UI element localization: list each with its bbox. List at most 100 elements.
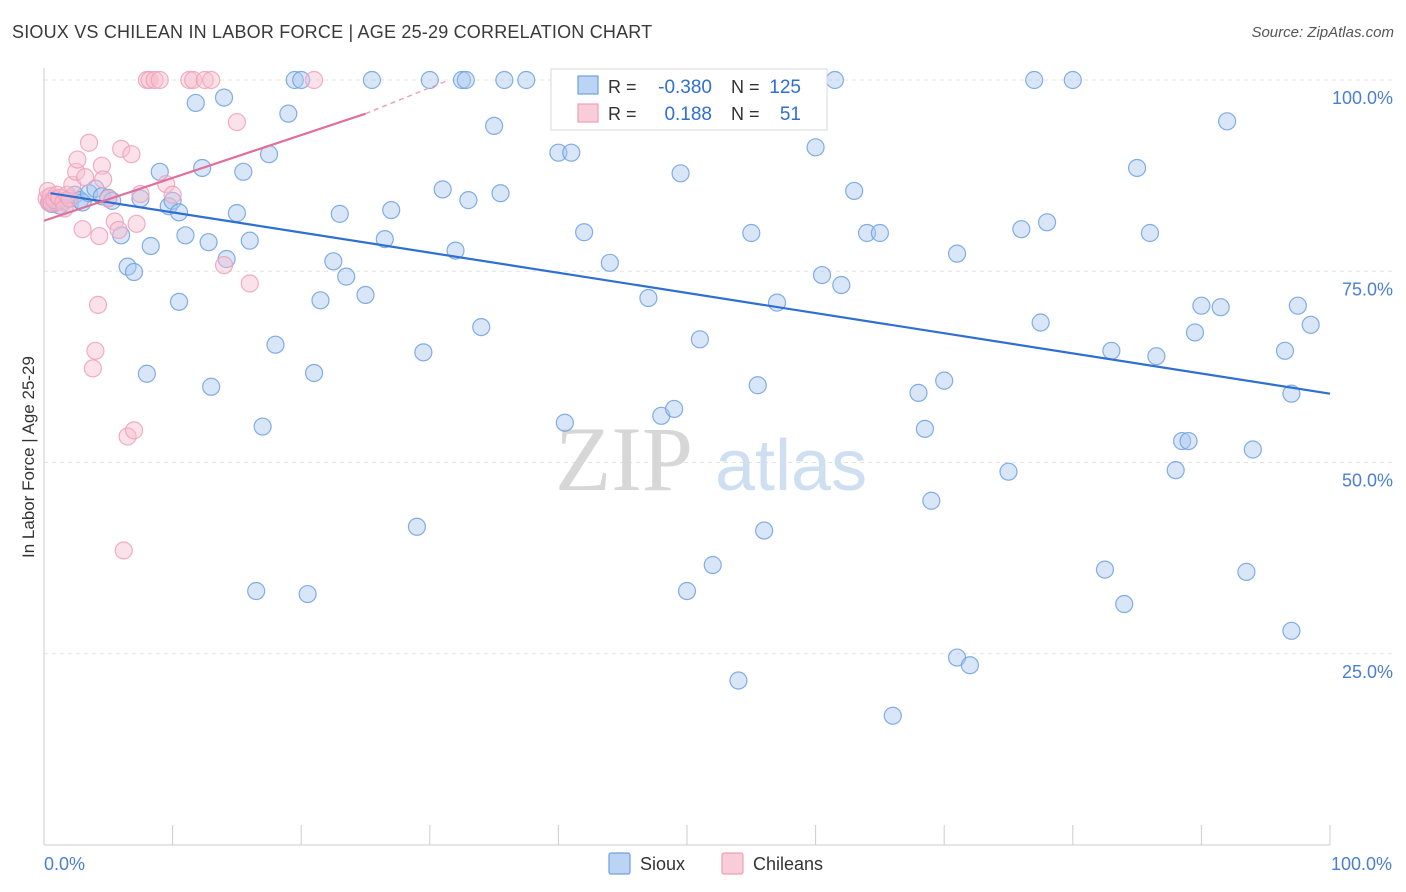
chileans-point-20	[88, 295, 108, 315]
sioux-point-38	[253, 417, 272, 436]
chileans-point-44	[214, 256, 234, 275]
chileans-point-19	[86, 341, 105, 360]
sioux-point-40	[266, 335, 285, 354]
watermark-atlas: atlas	[715, 426, 867, 506]
sioux-point-70	[575, 223, 594, 242]
sioux-point-90	[857, 223, 877, 243]
sioux-point-55	[414, 343, 433, 362]
chileans-point-23	[94, 170, 113, 189]
sioux-point-99	[960, 656, 980, 675]
stats-n-label-sioux: N =	[731, 77, 760, 97]
sioux-point-42	[285, 70, 304, 90]
y-axis-label: In Labor Force | Age 25-29	[19, 356, 38, 558]
sioux-point-85	[806, 138, 825, 157]
sioux-point-56	[420, 70, 439, 90]
sioux-point-94	[915, 419, 935, 438]
chileans-point-17	[79, 133, 99, 152]
sioux-point-120	[1243, 440, 1262, 459]
y-tick-label-1: 50.0%	[1342, 471, 1393, 491]
series-sioux-points	[40, 70, 1320, 725]
sioux-point-71	[600, 253, 619, 272]
sioux-point-52	[375, 230, 394, 249]
stats-legend: R = -0.380 N = 125 R = 0.188 N = 51	[550, 68, 828, 131]
sioux-point-34	[227, 204, 246, 223]
sioux-point-28	[186, 93, 205, 113]
sioux-point-80	[742, 223, 761, 243]
chileans-point-46	[240, 274, 259, 293]
sioux-point-26	[169, 292, 189, 311]
sioux-point-119	[1237, 562, 1256, 581]
chileans-trend-line-extension	[365, 79, 450, 115]
legend-label-chileans: Chileans	[753, 854, 823, 874]
chileans-point-36	[145, 70, 164, 90]
sioux-point-107	[1102, 341, 1121, 360]
chileans-point-32	[127, 214, 146, 233]
sioux-point-125	[1301, 315, 1320, 334]
sioux-point-47	[324, 252, 343, 271]
stats-r-label-chileans: R =	[608, 104, 637, 124]
sioux-point-18	[124, 262, 144, 282]
sioux-point-20	[137, 364, 156, 383]
sioux-point-76	[677, 581, 697, 601]
chileans-point-14	[68, 150, 87, 169]
sioux-point-93	[909, 383, 928, 402]
sioux-point-48	[330, 204, 349, 223]
sioux-point-43	[292, 70, 311, 90]
sioux-point-35	[234, 162, 253, 181]
sioux-point-105	[1063, 70, 1082, 90]
sioux-point-86	[812, 265, 832, 285]
sioux-point-64	[491, 184, 510, 203]
chileans-point-39	[163, 185, 182, 204]
sioux-point-62	[472, 317, 491, 337]
grid-lines	[44, 79, 1392, 655]
sioux-point-32	[214, 88, 234, 107]
sioux-point-89	[845, 181, 864, 201]
sioux-point-61	[459, 191, 478, 210]
watermark-zip: ZIP	[555, 408, 693, 510]
sioux-point-101	[1012, 220, 1031, 239]
chileans-point-15	[73, 220, 92, 239]
sioux-point-88	[832, 275, 851, 295]
stats-legend-swatch-sioux	[577, 75, 599, 95]
trend-lines	[43, 79, 1331, 395]
chileans-point-47	[304, 70, 324, 90]
sioux-point-122	[1282, 384, 1301, 403]
sioux-point-50	[356, 285, 375, 305]
stats-n-label-chileans: N =	[731, 104, 760, 124]
sioux-point-87	[825, 70, 844, 90]
sioux-point-82	[755, 521, 774, 540]
sioux-point-91	[870, 223, 890, 243]
axes	[43, 68, 1331, 846]
sioux-point-53	[382, 200, 401, 220]
sioux-point-60	[456, 70, 475, 90]
x-tick-label-left: 0.0%	[44, 854, 85, 874]
sioux-point-24	[163, 191, 182, 210]
chileans-point-37	[150, 70, 169, 90]
legend-label-sioux: Sioux	[640, 854, 685, 874]
sioux-point-69	[562, 143, 581, 162]
sioux-point-123	[1282, 621, 1301, 640]
sioux-point-63	[485, 116, 504, 136]
sioux-point-72	[639, 288, 658, 308]
sioux-trend-line	[50, 192, 1331, 395]
chileans-point-43	[202, 70, 221, 90]
chileans-point-35	[140, 70, 159, 90]
sioux-point-124	[1288, 296, 1307, 315]
sioux-point-41	[279, 104, 298, 123]
sioux-point-104	[1037, 213, 1057, 232]
sioux-point-117	[1211, 298, 1230, 317]
sioux-point-59	[452, 70, 472, 90]
stats-n-value-sioux: 125	[769, 77, 801, 98]
sioux-point-75	[671, 164, 690, 183]
chileans-point-42	[195, 70, 214, 90]
sioux-point-67	[549, 143, 568, 162]
sioux-point-68	[555, 413, 574, 432]
chileans-point-25	[105, 212, 124, 231]
sioux-point-109	[1127, 158, 1147, 178]
source-label: Source: ZipAtlas.com	[1251, 24, 1394, 41]
sioux-point-66	[517, 70, 536, 90]
x-tick-label-right: 100.0%	[1331, 854, 1392, 874]
sioux-point-36	[240, 231, 259, 250]
sioux-point-95	[922, 491, 941, 510]
